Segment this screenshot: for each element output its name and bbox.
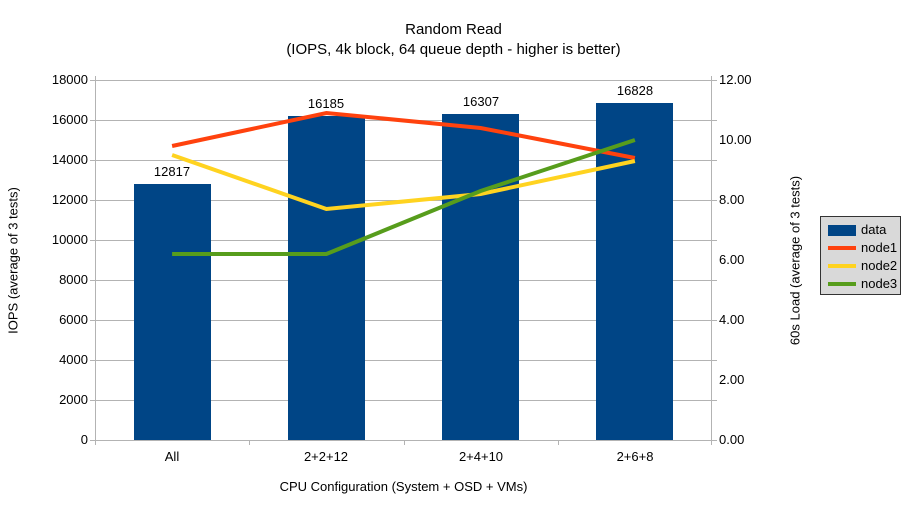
x-axis-category-label: 2+2+12 bbox=[303, 449, 349, 464]
right-axis-line bbox=[711, 76, 712, 445]
left-axis-tick-label: 12000 bbox=[51, 192, 88, 207]
left-axis-tick bbox=[90, 160, 95, 161]
right-axis-tick bbox=[712, 280, 717, 281]
chart-subtitle: (IOPS, 4k block, 64 queue depth - higher… bbox=[286, 41, 621, 58]
left-axis-tick-label: 8000 bbox=[59, 272, 88, 287]
left-axis-tick bbox=[90, 440, 95, 441]
left-axis-tick-label: 6000 bbox=[59, 312, 88, 327]
legend-label: data bbox=[861, 222, 887, 237]
left-axis-tick-label: 16000 bbox=[51, 112, 88, 127]
left-axis-tick-label: 2000 bbox=[59, 392, 88, 407]
right-axis-tick bbox=[712, 200, 717, 201]
line-node1 bbox=[171, 110, 636, 160]
bar-swatch-icon bbox=[828, 224, 856, 236]
legend-item-node1: node1 bbox=[828, 239, 900, 257]
x-axis-line bbox=[95, 440, 712, 441]
left-axis-tick bbox=[90, 200, 95, 201]
legend-label: node2 bbox=[861, 258, 898, 273]
bar-value-label: 12817 bbox=[153, 163, 191, 179]
left-axis-tick bbox=[90, 320, 95, 321]
chart-title-block: Random Read (IOPS, 4k block, 64 queue de… bbox=[0, 20, 907, 60]
legend: data node1 node2 node3 bbox=[820, 216, 901, 295]
right-axis-tick-label: 4.00 bbox=[719, 312, 745, 327]
line-node3 bbox=[172, 138, 636, 256]
gridline bbox=[95, 80, 712, 81]
right-axis-tick bbox=[712, 320, 717, 321]
right-axis-tick bbox=[712, 360, 717, 361]
x-axis-boundary-tick bbox=[249, 440, 250, 445]
left-axis-line bbox=[95, 76, 96, 445]
right-axis-tick-label: 12.00 bbox=[719, 72, 752, 87]
right-axis-tick-label: 10.00 bbox=[719, 132, 752, 147]
right-axis-tick-label: 2.00 bbox=[719, 372, 745, 387]
x-axis-category-label: All bbox=[164, 449, 180, 464]
gridline bbox=[95, 280, 712, 281]
left-axis-tick-label: 10000 bbox=[51, 232, 88, 247]
x-axis-boundary-tick bbox=[404, 440, 405, 445]
bar-value-label: 16307 bbox=[462, 93, 500, 109]
gridline bbox=[95, 360, 712, 361]
plot-area: 12817 16185 16307 16828 bbox=[90, 76, 717, 445]
left-axis-tick bbox=[90, 120, 95, 121]
legend-item-data: data bbox=[828, 221, 900, 239]
right-axis-tick bbox=[712, 120, 717, 121]
x-axis-title: CPU Configuration (System + OSD + VMs) bbox=[279, 479, 528, 494]
legend-item-node2: node2 bbox=[828, 257, 900, 275]
legend-item-node3: node3 bbox=[828, 275, 900, 293]
gridline bbox=[95, 240, 712, 241]
bar-data-2+2+12 bbox=[288, 116, 365, 440]
chart-title: Random Read bbox=[405, 21, 502, 38]
right-axis-tick bbox=[712, 400, 717, 401]
right-axis-tick bbox=[712, 240, 717, 241]
right-axis-tick-label: 0.00 bbox=[719, 432, 745, 447]
line-swatch-icon bbox=[828, 282, 856, 286]
legend-label: node3 bbox=[861, 276, 898, 291]
line-swatch-icon bbox=[828, 246, 856, 250]
left-axis-tick-label: 0 bbox=[80, 432, 88, 447]
line-node2 bbox=[171, 153, 636, 212]
bar-data-All bbox=[134, 183, 211, 440]
bar-data-2+4+10 bbox=[442, 113, 519, 440]
right-axis-tick bbox=[712, 440, 717, 441]
legend-label: node1 bbox=[861, 240, 898, 255]
gridline bbox=[95, 400, 712, 401]
gridline bbox=[95, 320, 712, 321]
gridline bbox=[95, 160, 712, 161]
left-axis-tick bbox=[90, 80, 95, 81]
right-axis-tick bbox=[712, 80, 717, 81]
line-swatch-icon bbox=[828, 264, 856, 268]
left-axis-tick bbox=[90, 280, 95, 281]
x-axis-category-label: 2+4+10 bbox=[458, 449, 504, 464]
right-axis-tick-label: 6.00 bbox=[719, 252, 745, 267]
line-series-layer bbox=[171, 110, 636, 256]
bar-value-label: 16185 bbox=[307, 96, 345, 112]
x-axis-boundary-tick bbox=[558, 440, 559, 445]
left-axis-tick bbox=[90, 360, 95, 361]
left-axis-tick-label: 14000 bbox=[51, 152, 88, 167]
left-axis-tick-label: 18000 bbox=[51, 72, 88, 87]
right-axis-title: 60s Load (average of 3 tests) bbox=[787, 175, 803, 346]
right-axis-tick bbox=[712, 160, 717, 161]
left-axis-tick-label: 4000 bbox=[59, 352, 88, 367]
left-axis-tick bbox=[90, 400, 95, 401]
bar-value-label: 16828 bbox=[616, 83, 654, 99]
left-axis-tick bbox=[90, 240, 95, 241]
right-axis-tick-label: 8.00 bbox=[719, 192, 745, 207]
x-axis-category-label: 2+6+8 bbox=[616, 449, 654, 464]
